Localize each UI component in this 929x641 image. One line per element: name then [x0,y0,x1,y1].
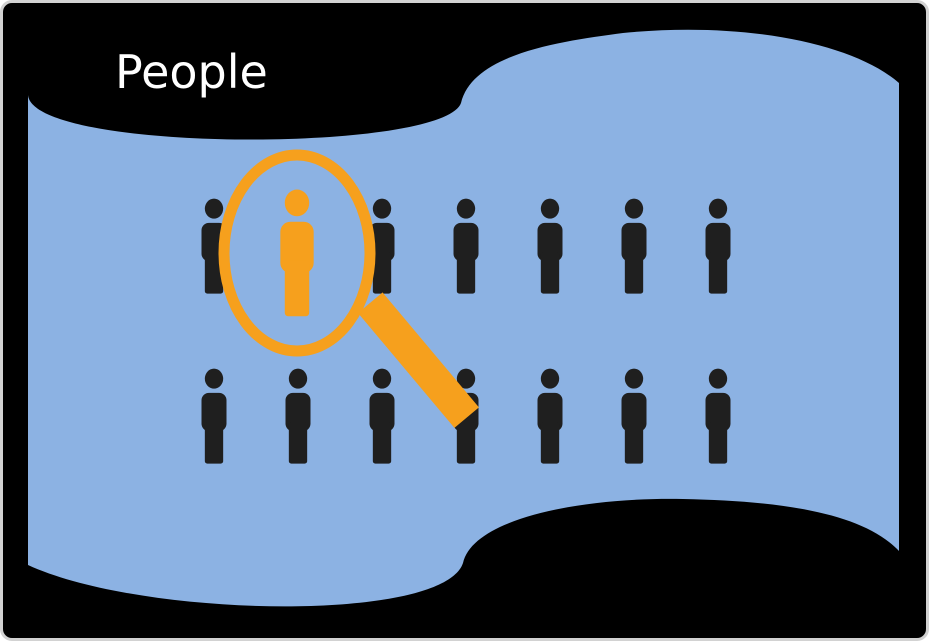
wavy-banner [28,29,899,607]
people-illustration [28,29,899,607]
magnifying-glass-icon [218,149,479,428]
magnifier-handle [357,292,479,428]
page-title: People [115,45,268,99]
